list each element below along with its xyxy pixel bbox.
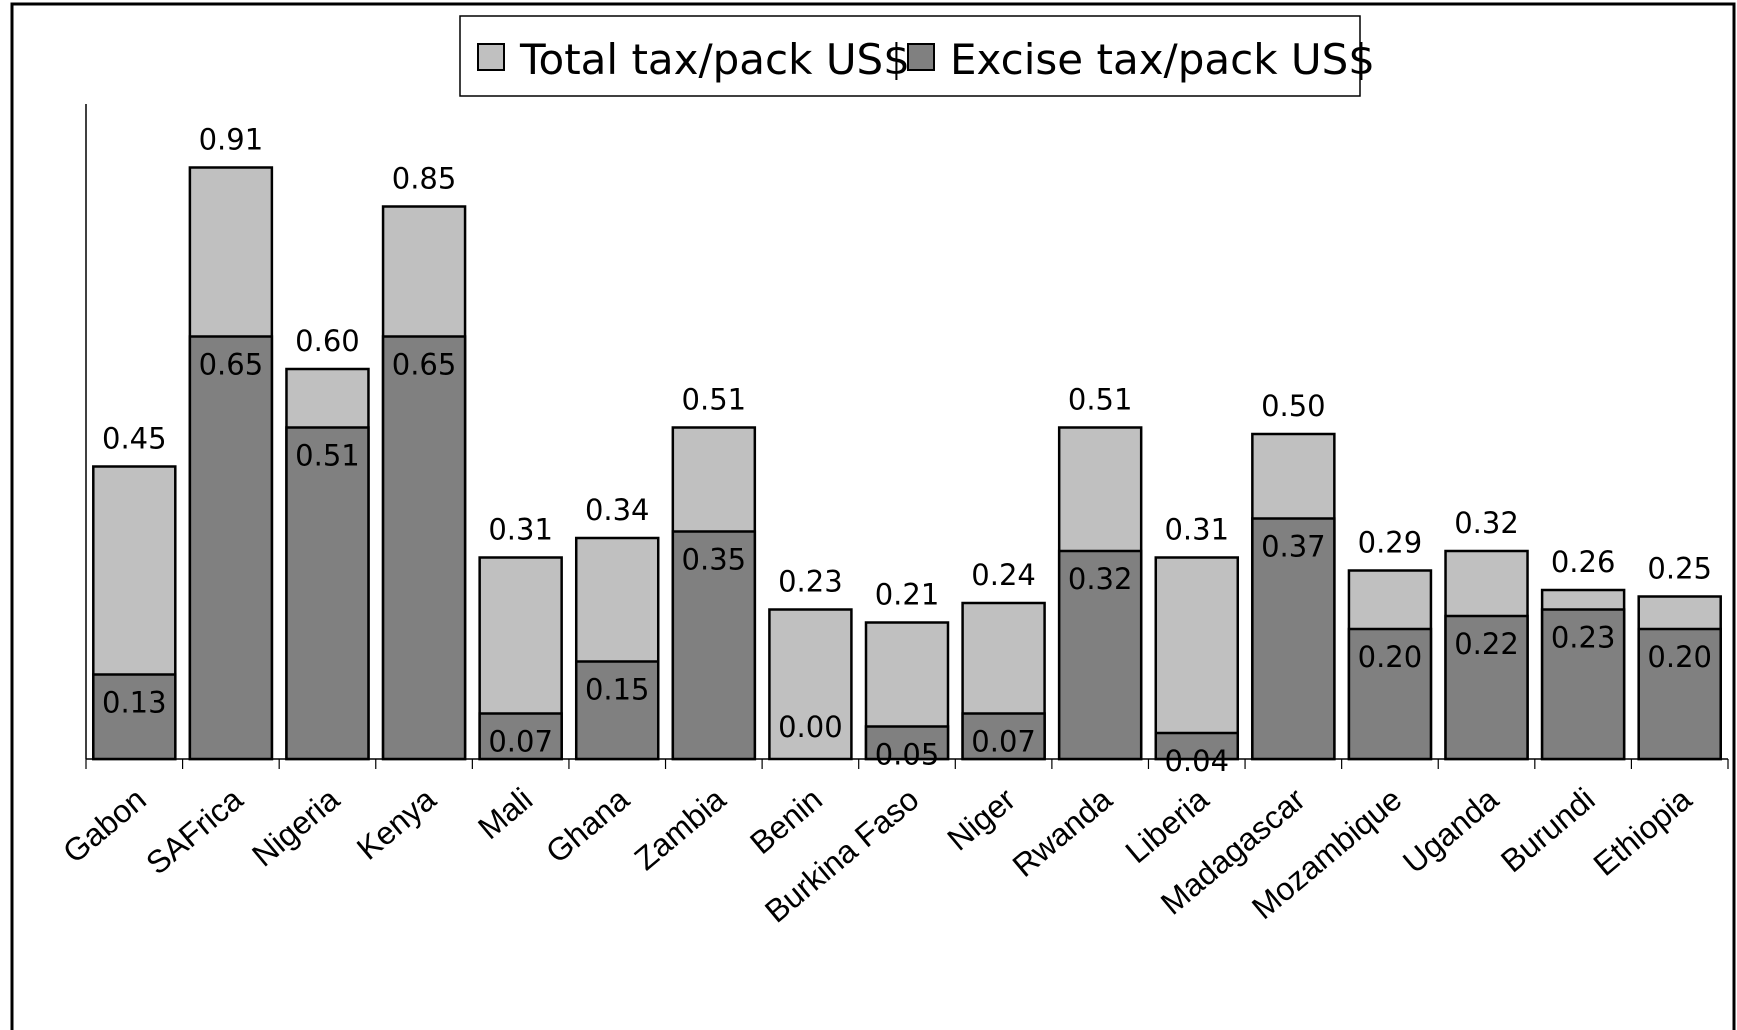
label-excise-1: 0.65 [199, 348, 264, 382]
label-excise-2: 0.51 [295, 439, 360, 473]
label-total-2: 0.60 [295, 324, 360, 358]
bar-excise-9 [961, 712, 1046, 761]
legend: Total tax/pack US$ Excise tax/pack US$ [459, 15, 1375, 97]
label-total-10: 0.51 [1068, 383, 1133, 417]
bar-excise-16 [1637, 627, 1722, 761]
legend-label-excise: Excise tax/pack US$ [950, 35, 1375, 84]
bar-excise-13 [1347, 627, 1433, 761]
bar-excise-12 [1251, 517, 1336, 761]
label-excise-8: 0.05 [875, 738, 940, 772]
bar-excise-1 [188, 335, 274, 761]
label-total-16: 0.25 [1647, 552, 1712, 586]
bar-excise-5 [574, 660, 660, 761]
label-total-8: 0.21 [875, 578, 940, 612]
label-total-7: 0.23 [778, 565, 843, 599]
label-total-5: 0.34 [585, 493, 650, 527]
legend-label-total: Total tax/pack US$ [519, 35, 910, 84]
label-total-4: 0.31 [488, 513, 553, 547]
legend-swatch-total [477, 43, 505, 71]
label-excise-16: 0.20 [1647, 640, 1712, 674]
bar-excise-4 [478, 712, 563, 761]
label-total-3: 0.85 [392, 162, 457, 196]
label-excise-7: 0.00 [778, 710, 843, 744]
label-excise-15: 0.23 [1551, 621, 1616, 655]
bar-total-7 [768, 608, 853, 761]
label-total-11: 0.31 [1164, 513, 1229, 547]
bar-excise-3 [381, 335, 467, 761]
label-excise-12: 0.37 [1261, 530, 1326, 564]
label-excise-13: 0.20 [1358, 640, 1423, 674]
bar-excise-0 [92, 673, 177, 761]
label-excise-11: 0.04 [1164, 744, 1229, 778]
label-excise-5: 0.15 [585, 673, 650, 707]
bar-excise-6 [671, 530, 757, 761]
label-excise-9: 0.07 [971, 725, 1036, 759]
label-excise-3: 0.65 [392, 348, 457, 382]
label-total-15: 0.26 [1551, 545, 1616, 579]
legend-swatch-excise [907, 43, 935, 71]
label-total-1: 0.91 [199, 123, 264, 157]
label-total-0: 0.45 [102, 422, 167, 456]
label-excise-4: 0.07 [488, 725, 553, 759]
label-total-6: 0.51 [682, 383, 747, 417]
label-excise-6: 0.35 [682, 543, 747, 577]
bar-excise-2 [285, 426, 370, 761]
bar-excise-14 [1444, 614, 1529, 761]
bar-excise-15 [1540, 608, 1626, 761]
label-excise-0: 0.13 [102, 686, 167, 720]
bar-total-11 [1154, 556, 1240, 761]
label-total-13: 0.29 [1358, 526, 1423, 560]
label-total-14: 0.32 [1454, 506, 1519, 540]
bar-excise-10 [1057, 549, 1143, 761]
label-total-9: 0.24 [971, 558, 1036, 592]
label-excise-14: 0.22 [1454, 627, 1519, 661]
label-excise-10: 0.32 [1068, 562, 1133, 596]
label-total-12: 0.50 [1261, 389, 1326, 423]
bar-excise-11 [1154, 731, 1240, 761]
bars [92, 166, 1722, 761]
bar-excise-8 [864, 725, 950, 761]
value-labels: 0.45 0.13 0.91 0.65 0.60 0.51 0.85 0.65 0.31 0.07… [102, 123, 1712, 779]
